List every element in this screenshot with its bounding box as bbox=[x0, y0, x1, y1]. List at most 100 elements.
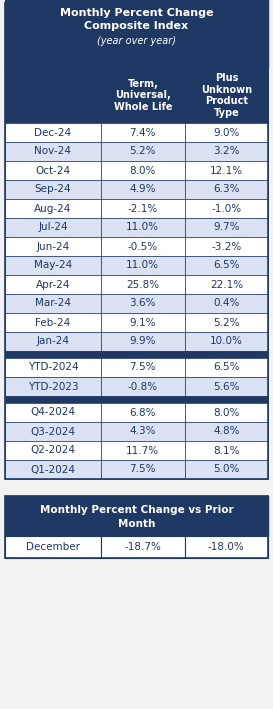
Text: 4.9%: 4.9% bbox=[130, 184, 156, 194]
Bar bbox=[185, 332, 268, 351]
Text: 3.6%: 3.6% bbox=[130, 298, 156, 308]
Bar bbox=[101, 123, 185, 142]
Bar bbox=[5, 496, 268, 558]
Text: YTD-2024: YTD-2024 bbox=[28, 362, 78, 372]
Bar bbox=[185, 199, 268, 218]
Bar bbox=[5, 161, 101, 180]
Bar bbox=[5, 218, 101, 237]
Bar bbox=[185, 460, 268, 479]
Bar bbox=[101, 403, 185, 422]
Bar bbox=[101, 332, 185, 351]
Text: 7.4%: 7.4% bbox=[130, 128, 156, 138]
Bar bbox=[185, 218, 268, 237]
Text: 0.4%: 0.4% bbox=[213, 298, 239, 308]
Bar bbox=[5, 358, 101, 377]
Bar bbox=[5, 441, 101, 460]
Text: Term,
Universal,
Whole Life: Term, Universal, Whole Life bbox=[114, 79, 172, 112]
Text: YTD-2023: YTD-2023 bbox=[28, 381, 78, 391]
Bar bbox=[101, 422, 185, 441]
Bar bbox=[101, 180, 185, 199]
Text: 7.5%: 7.5% bbox=[130, 362, 156, 372]
Bar bbox=[185, 294, 268, 313]
Bar bbox=[185, 161, 268, 180]
Text: 25.8%: 25.8% bbox=[126, 279, 159, 289]
Text: 5.2%: 5.2% bbox=[213, 318, 240, 328]
Text: 9.0%: 9.0% bbox=[213, 128, 239, 138]
Text: -18.7%: -18.7% bbox=[124, 542, 161, 552]
Text: 4.8%: 4.8% bbox=[213, 427, 240, 437]
Text: Feb-24: Feb-24 bbox=[35, 318, 71, 328]
Bar bbox=[101, 358, 185, 377]
Text: Month: Month bbox=[118, 519, 155, 529]
Bar bbox=[5, 180, 101, 199]
Bar bbox=[5, 275, 101, 294]
Bar bbox=[185, 142, 268, 161]
Text: 6.5%: 6.5% bbox=[213, 362, 240, 372]
Text: 6.3%: 6.3% bbox=[213, 184, 240, 194]
Bar bbox=[101, 313, 185, 332]
Text: -3.2%: -3.2% bbox=[211, 242, 241, 252]
Text: Nov-24: Nov-24 bbox=[34, 147, 72, 157]
Bar bbox=[185, 123, 268, 142]
Bar bbox=[5, 237, 101, 256]
Bar bbox=[185, 403, 268, 422]
Bar bbox=[185, 275, 268, 294]
Text: Dec-24: Dec-24 bbox=[34, 128, 72, 138]
Bar bbox=[185, 313, 268, 332]
Text: 9.9%: 9.9% bbox=[130, 337, 156, 347]
Text: Composite Index: Composite Index bbox=[84, 21, 189, 31]
Text: Q1-2024: Q1-2024 bbox=[31, 464, 76, 474]
Text: Jul-24: Jul-24 bbox=[38, 223, 68, 233]
Text: 5.0%: 5.0% bbox=[213, 464, 239, 474]
Text: May-24: May-24 bbox=[34, 260, 72, 271]
Bar bbox=[5, 142, 101, 161]
Text: 11.0%: 11.0% bbox=[126, 260, 159, 271]
Bar bbox=[185, 351, 268, 358]
Text: Jun-24: Jun-24 bbox=[36, 242, 70, 252]
Bar bbox=[185, 422, 268, 441]
Text: 4.3%: 4.3% bbox=[130, 427, 156, 437]
Text: -18.0%: -18.0% bbox=[208, 542, 245, 552]
Text: Plus
Unknown
Product
Type: Plus Unknown Product Type bbox=[201, 73, 252, 118]
Bar bbox=[185, 256, 268, 275]
Text: December: December bbox=[26, 542, 80, 552]
Bar bbox=[5, 536, 101, 558]
Text: Jan-24: Jan-24 bbox=[37, 337, 70, 347]
Text: 22.1%: 22.1% bbox=[210, 279, 243, 289]
Text: Oct-24: Oct-24 bbox=[35, 165, 70, 176]
Bar bbox=[101, 237, 185, 256]
Bar bbox=[101, 294, 185, 313]
Bar bbox=[101, 199, 185, 218]
Text: -1.0%: -1.0% bbox=[211, 203, 241, 213]
Bar bbox=[101, 161, 185, 180]
Text: 11.7%: 11.7% bbox=[126, 445, 159, 455]
Bar bbox=[101, 351, 185, 358]
Text: -0.5%: -0.5% bbox=[128, 242, 158, 252]
Text: 5.6%: 5.6% bbox=[213, 381, 240, 391]
Bar bbox=[185, 396, 268, 403]
Bar bbox=[101, 441, 185, 460]
Text: Q2-2024: Q2-2024 bbox=[31, 445, 76, 455]
Bar bbox=[5, 460, 101, 479]
Text: -0.8%: -0.8% bbox=[128, 381, 158, 391]
Bar bbox=[5, 68, 101, 123]
Text: 12.1%: 12.1% bbox=[210, 165, 243, 176]
Bar bbox=[5, 199, 101, 218]
Text: 7.5%: 7.5% bbox=[130, 464, 156, 474]
Bar bbox=[5, 351, 101, 358]
Text: Monthly Percent Change vs Prior: Monthly Percent Change vs Prior bbox=[40, 505, 233, 515]
Bar bbox=[101, 377, 185, 396]
Bar bbox=[185, 180, 268, 199]
Bar bbox=[5, 0, 268, 68]
Bar bbox=[5, 496, 268, 536]
Bar bbox=[5, 422, 101, 441]
Text: Mar-24: Mar-24 bbox=[35, 298, 71, 308]
Text: 3.2%: 3.2% bbox=[213, 147, 240, 157]
Text: Apr-24: Apr-24 bbox=[36, 279, 70, 289]
Bar bbox=[5, 313, 101, 332]
Bar bbox=[185, 68, 268, 123]
Text: Aug-24: Aug-24 bbox=[34, 203, 72, 213]
Text: 6.8%: 6.8% bbox=[130, 408, 156, 418]
Bar bbox=[5, 123, 101, 142]
Bar bbox=[101, 275, 185, 294]
